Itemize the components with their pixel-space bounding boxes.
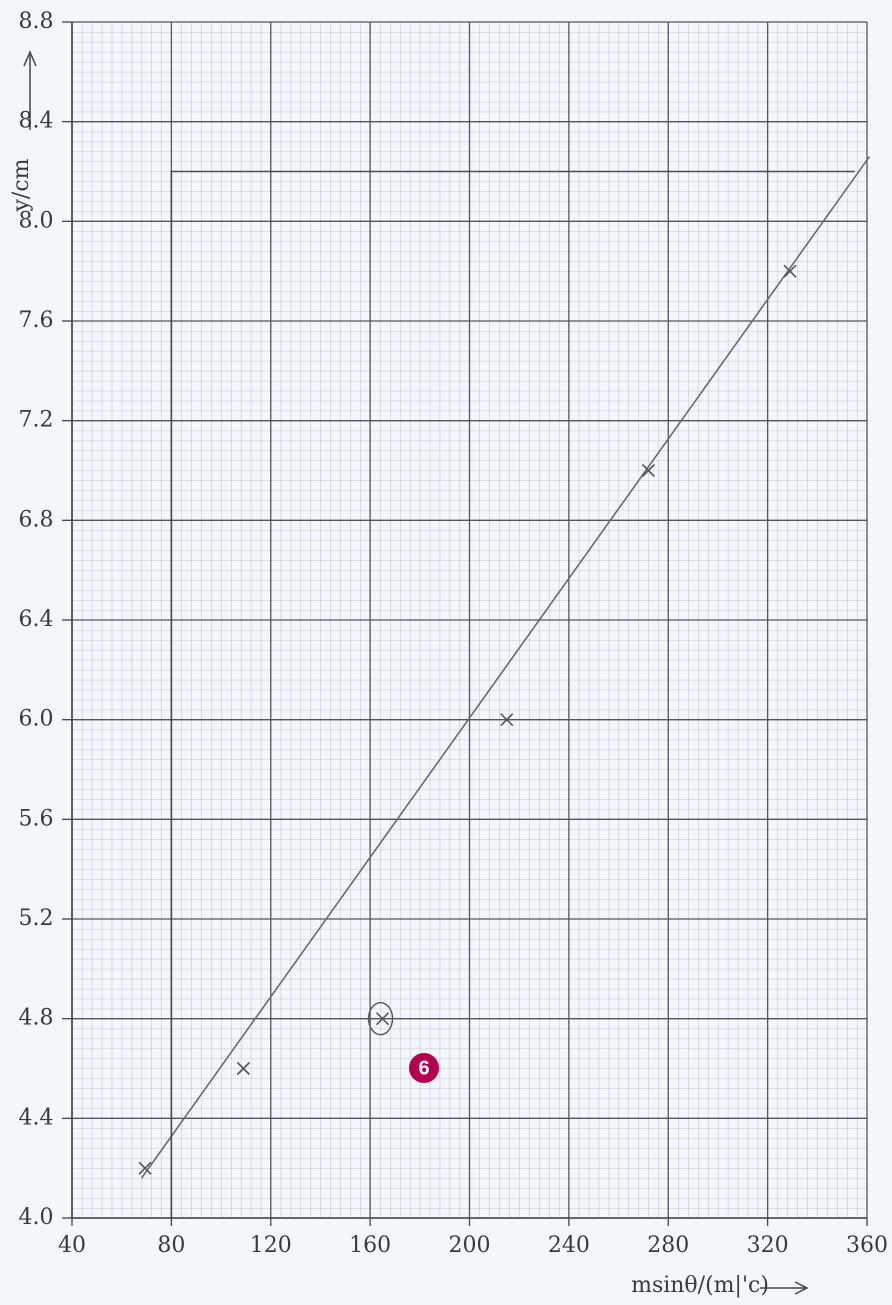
x-tick-label: 80 <box>157 1233 185 1258</box>
x-tick-label: 160 <box>349 1233 391 1258</box>
y-tick-label: 8.0 <box>19 208 54 233</box>
y-tick-label: 8.4 <box>19 109 54 134</box>
y-axis-label: y/cm <box>9 158 34 212</box>
y-tick-label: 4.4 <box>19 1105 54 1130</box>
x-tick-label: 40 <box>58 1233 86 1258</box>
y-tick-label: 6.4 <box>19 607 54 632</box>
y-tick-label: 7.6 <box>19 308 54 333</box>
y-tick-label: 8.8 <box>19 9 54 34</box>
y-tick-label: 6.8 <box>19 507 54 532</box>
x-tick-label: 240 <box>548 1233 590 1258</box>
y-tick-label: 5.6 <box>19 806 54 831</box>
y-tick-label: 7.2 <box>19 408 54 433</box>
x-axis-label: msinθ/(m|'c) <box>631 1273 769 1298</box>
x-tick-label: 120 <box>250 1233 292 1258</box>
y-tick-label: 4.8 <box>19 1006 54 1031</box>
badge-label: 6 <box>418 1057 429 1079</box>
chart: y/cm msinθ/(m|'c) 40 80 120 160 200 240 280 320… <box>0 0 892 1305</box>
y-tick-label: 4.0 <box>19 1205 54 1230</box>
x-tick-label: 200 <box>449 1233 491 1258</box>
y-tick-label: 6.0 <box>19 707 54 732</box>
y-tick-label: 5.2 <box>19 906 54 931</box>
page: y/cm msinθ/(m|'c) 40 80 120 160 200 240 280 320… <box>0 0 892 1305</box>
x-tick-label: 280 <box>647 1233 689 1258</box>
x-tick-label: 360 <box>846 1233 888 1258</box>
x-tick-label: 320 <box>747 1233 789 1258</box>
